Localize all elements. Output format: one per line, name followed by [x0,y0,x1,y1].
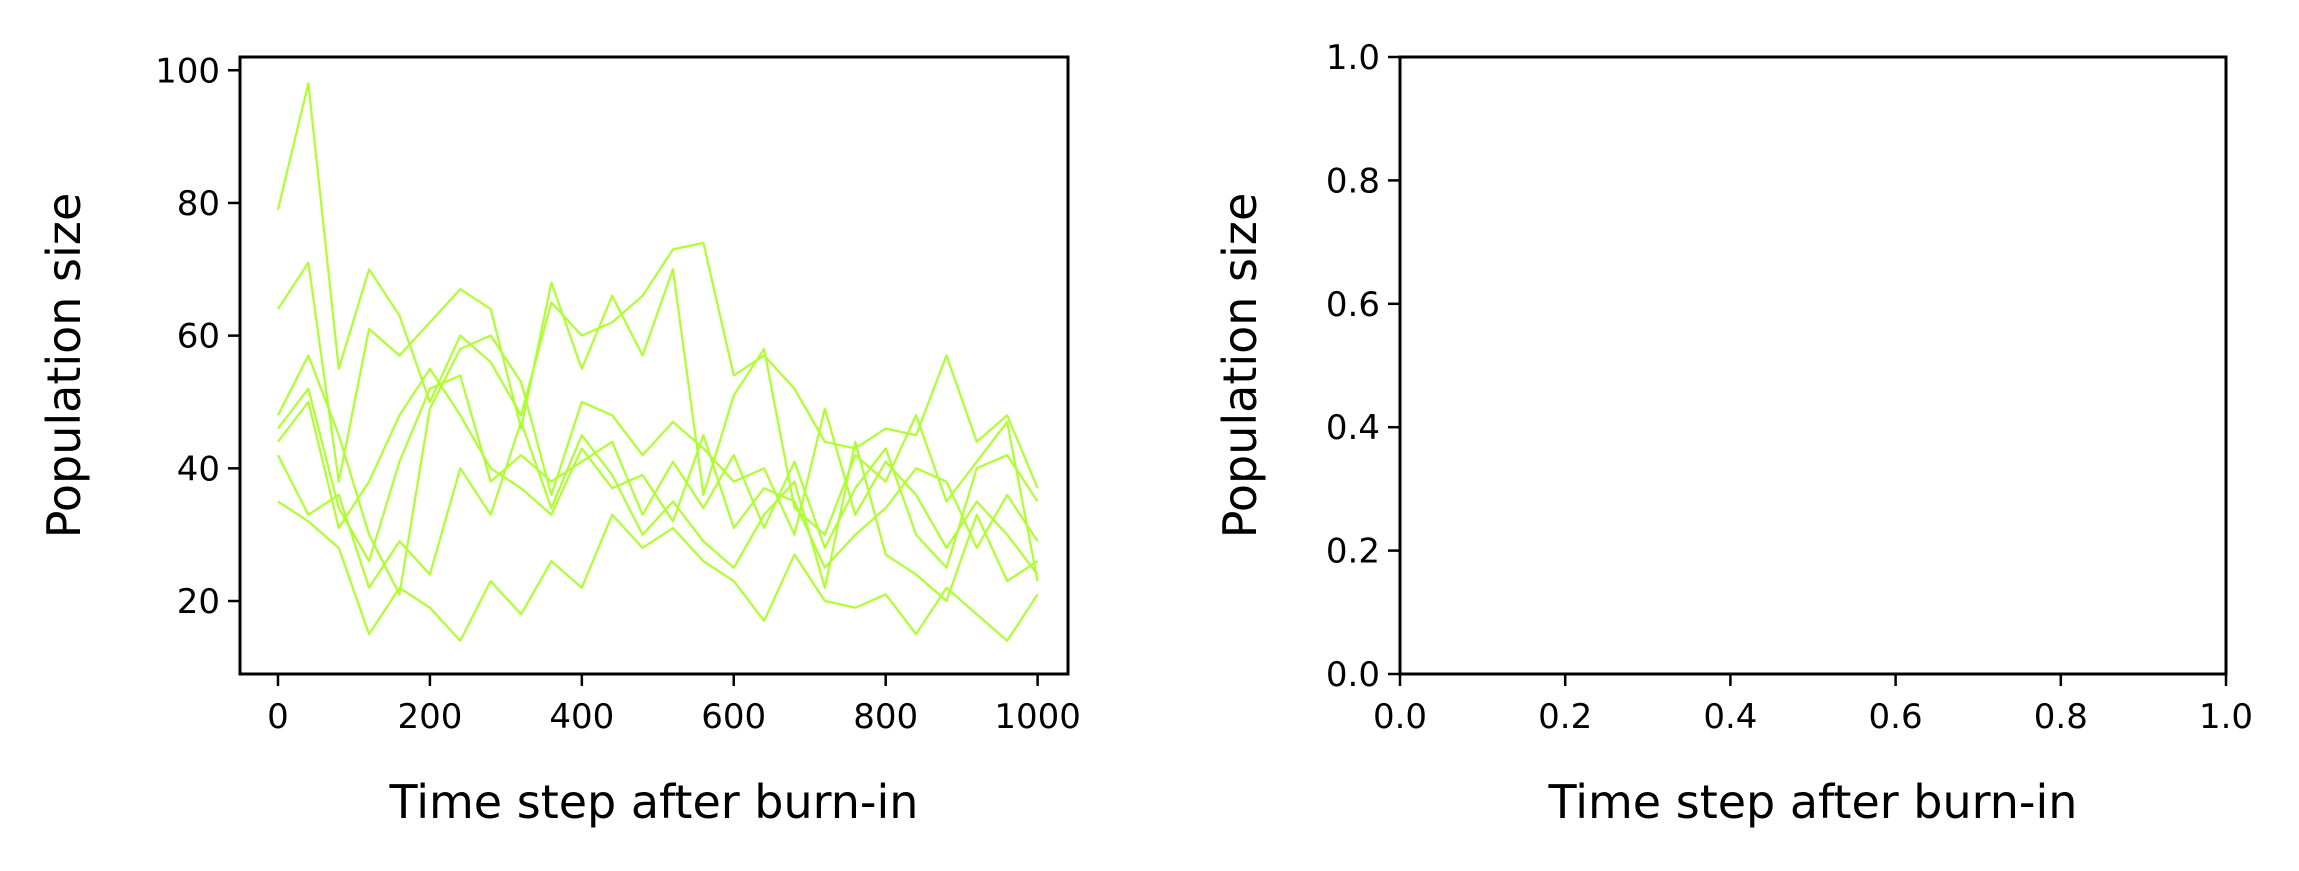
x-tick-label: 0.2 [1538,697,1592,737]
x-tick-label: 800 [853,697,918,737]
y-tick-label: 100 [155,51,220,91]
y-tick-label: 40 [177,449,220,489]
y-tick-label: 0.2 [1326,532,1380,572]
y-tick-label: 80 [177,184,220,224]
y-tick-label: 60 [177,317,220,357]
x-tick-label: 0.8 [2034,697,2088,737]
plot-frame [1398,55,2228,676]
y-tick-label: 0.6 [1326,285,1380,325]
series-line-7 [277,367,1039,569]
x-tick-label: 1000 [994,697,1081,737]
series-line-5 [277,500,1039,642]
plot-frame [238,55,1070,676]
series-line-1 [276,82,1039,489]
x-axis-ticks: 0 200 400 600 800 1000 [267,674,1081,737]
y-axis-label: Population size [1213,193,1267,539]
x-axis-label: Time step after burn-in [389,775,919,829]
series-layer [276,82,1039,642]
series-line-3 [277,334,1039,596]
x-tick-label: 400 [549,697,614,737]
x-tick-label: 0.4 [1703,697,1757,737]
x-axis-ticks: 0.0 0.2 0.4 0.6 0.8 1.0 [1373,674,2253,737]
x-tick-label: 0.0 [1373,697,1427,737]
series-line-4 [277,420,1039,603]
y-tick-label: 0.0 [1326,655,1380,695]
y-axis-ticks: 20 40 60 80 100 [155,51,240,622]
y-axis-label: Population size [37,193,91,539]
y-tick-label: 1.0 [1326,38,1380,78]
x-axis-label: Time step after burn-in [1548,775,2078,829]
series-line-2 [277,261,1039,582]
y-tick-label: 0.8 [1326,161,1380,201]
x-tick-label: 0 [267,697,289,737]
chart-panel-left: 0 200 400 600 800 1000 20 40 60 80 100 Time step … [37,51,1081,829]
x-tick-label: 600 [701,697,766,737]
x-tick-label: 200 [397,697,462,737]
y-axis-ticks: 0.0 0.2 0.4 0.6 0.8 1.0 [1326,38,1400,695]
x-tick-label: 0.6 [1869,697,1923,737]
y-tick-label: 0.4 [1326,408,1380,448]
x-tick-label: 1.0 [2199,697,2253,737]
y-tick-label: 20 [177,582,220,622]
chart-panel-right: 0.0 0.2 0.4 0.6 0.8 1.0 0.0 0.2 0.4 0.6 0.8 1.0 Ti… [1213,38,2253,829]
series-line-6 [277,374,1039,569]
